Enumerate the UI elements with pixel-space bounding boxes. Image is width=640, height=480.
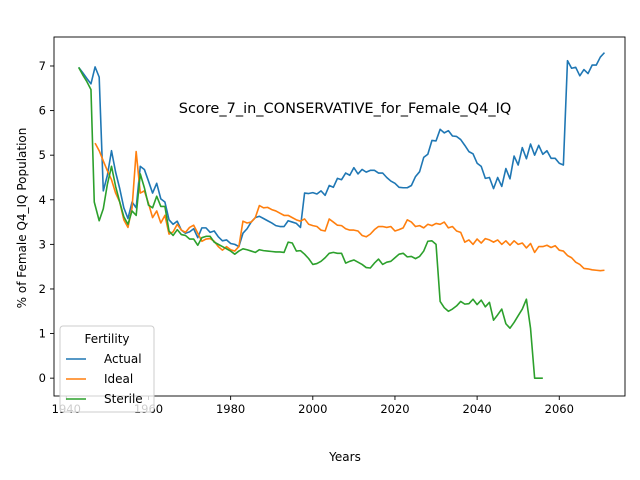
x-tick-label: 1980 xyxy=(216,402,245,416)
chart-title: Score_7_in_CONSERVATIVE_for_Female_Q4_IQ xyxy=(179,101,512,117)
series-line-sterile xyxy=(77,66,543,379)
x-tick-label: 2020 xyxy=(380,402,409,416)
y-axis: 0 1 2 3 4 5 6 7 xyxy=(39,59,54,385)
legend-items: Actual Ideal Sterile xyxy=(66,352,143,406)
x-tick-label: 2000 xyxy=(298,402,327,416)
y-tick-label: 6 xyxy=(39,104,46,118)
y-tick-label: 1 xyxy=(39,327,46,341)
series-layer xyxy=(77,52,606,379)
legend-label-ideal: Ideal xyxy=(104,372,133,386)
legend-label-sterile: Sterile xyxy=(104,392,143,406)
series-line-actual xyxy=(78,52,606,248)
y-tick-label: 5 xyxy=(39,148,46,162)
y-axis-label: % of Female Q4_IQ Population xyxy=(15,128,29,309)
x-tick-label: 2040 xyxy=(462,402,491,416)
series-line-ideal xyxy=(94,142,605,272)
legend: Fertility Actual Ideal Sterile xyxy=(59,325,155,413)
y-tick-label: 3 xyxy=(39,237,46,251)
plot-frame xyxy=(53,36,626,397)
legend-title: Fertility xyxy=(84,332,129,346)
y-tick-label: 4 xyxy=(39,193,46,207)
x-axis-label: Years xyxy=(328,450,361,464)
y-tick-label: 0 xyxy=(39,371,46,385)
y-tick-label: 2 xyxy=(39,282,46,296)
y-tick-label: 7 xyxy=(39,59,46,73)
legend-box xyxy=(59,325,155,413)
x-tick-label: 2060 xyxy=(545,402,574,416)
legend-label-actual: Actual xyxy=(104,352,142,366)
